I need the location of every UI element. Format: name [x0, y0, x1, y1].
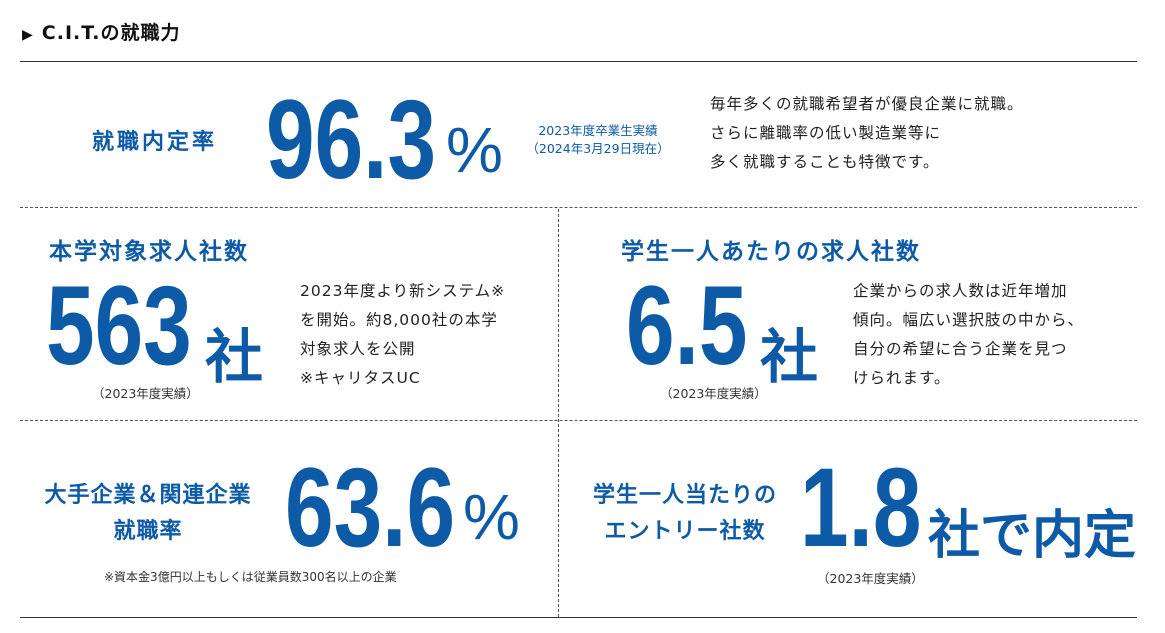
- column-divider: [558, 209, 559, 617]
- entries-per-student-label-line1: 学生一人当たりの: [592, 483, 777, 508]
- entries-per-student-label-line2: エントリー社数: [604, 519, 766, 544]
- description-line: を開始。約8,000社の本学: [300, 311, 498, 329]
- description-line: 企業からの求人数は近年増加: [853, 282, 1068, 300]
- job-offer-companies-value: 563: [46, 263, 192, 388]
- description-line: 多く就職することも特徴です。: [710, 153, 940, 171]
- major-company-rate-value: 63.6: [285, 445, 456, 570]
- description-line: 対象求人を公開: [300, 340, 416, 358]
- employment-rate-unit: %: [446, 114, 503, 186]
- entries-per-student-label: 学生一人当たりの エントリー社数: [585, 478, 785, 550]
- description-line: 傾向。幅広い選択肢の中から、: [853, 311, 1085, 329]
- major-company-rate-note: ※資本金3億円以上もしくは従業員数300名以上の企業: [104, 570, 397, 584]
- employment-rate-note-line2: （2024年3月29日現在）: [526, 141, 670, 156]
- offers-per-student-label: 学生一人あたりの求人社数: [621, 239, 921, 265]
- header-divider: [20, 61, 1137, 62]
- entries-per-student-unit: 社で内定: [928, 506, 1137, 566]
- employment-rate-note: 2023年度卒業生実績 （2024年3月29日現在）: [518, 122, 678, 158]
- footer-divider: [20, 617, 1137, 618]
- major-company-rate-label: 大手企業＆関連企業 就職率: [24, 478, 272, 550]
- row-divider: [20, 207, 1137, 208]
- description-line: けられます。: [853, 369, 951, 387]
- section-title-text: C.I.T.の就職力: [41, 22, 181, 44]
- section-title: ▶ C.I.T.の就職力: [22, 18, 181, 45]
- description-line: 2023年度より新システム※: [300, 282, 506, 300]
- offers-per-student-note: （2023年度実績）: [660, 386, 767, 401]
- employment-rate-description: 毎年多くの就職希望者が優良企業に就職。 さらに離職率の低い製造業等に 多く就職す…: [710, 90, 1024, 177]
- major-company-rate-unit: %: [463, 481, 520, 553]
- employment-rate-note-line1: 2023年度卒業生実績: [538, 123, 658, 138]
- description-line: 自分の希望に合う企業を見つ: [853, 340, 1068, 358]
- triangle-right-icon: ▶: [22, 27, 34, 43]
- description-line: 毎年多くの就職希望者が優良企業に就職。: [710, 95, 1024, 113]
- offers-per-student-description: 企業からの求人数は近年増加 傾向。幅広い選択肢の中から、 自分の希望に合う企業を…: [853, 277, 1084, 393]
- description-line: ※キャリタスUC: [300, 369, 421, 387]
- description-line: さらに離職率の低い製造業等に: [710, 124, 942, 142]
- job-offer-companies-unit: 社: [205, 323, 264, 391]
- entries-per-student-note: （2023年度実績）: [817, 571, 924, 586]
- major-company-rate-label-line2: 就職率: [113, 519, 183, 544]
- major-company-rate-label-line1: 大手企業＆関連企業: [44, 483, 252, 508]
- job-offer-companies-description: 2023年度より新システム※ を開始。約8,000社の本学 対象求人を公開 ※キ…: [300, 277, 505, 393]
- job-offer-companies-label: 本学対象求人社数: [49, 239, 249, 265]
- employment-rate-label: 就職内定率: [92, 130, 218, 155]
- employment-rate-value: 96.3: [266, 77, 437, 202]
- offers-per-student-value: 6.5: [626, 263, 748, 388]
- offers-per-student-unit: 社: [760, 323, 819, 391]
- entries-per-student-value: 1.8: [800, 445, 922, 570]
- job-offer-companies-note: （2023年度実績）: [92, 386, 199, 401]
- row-divider: [20, 420, 1137, 421]
